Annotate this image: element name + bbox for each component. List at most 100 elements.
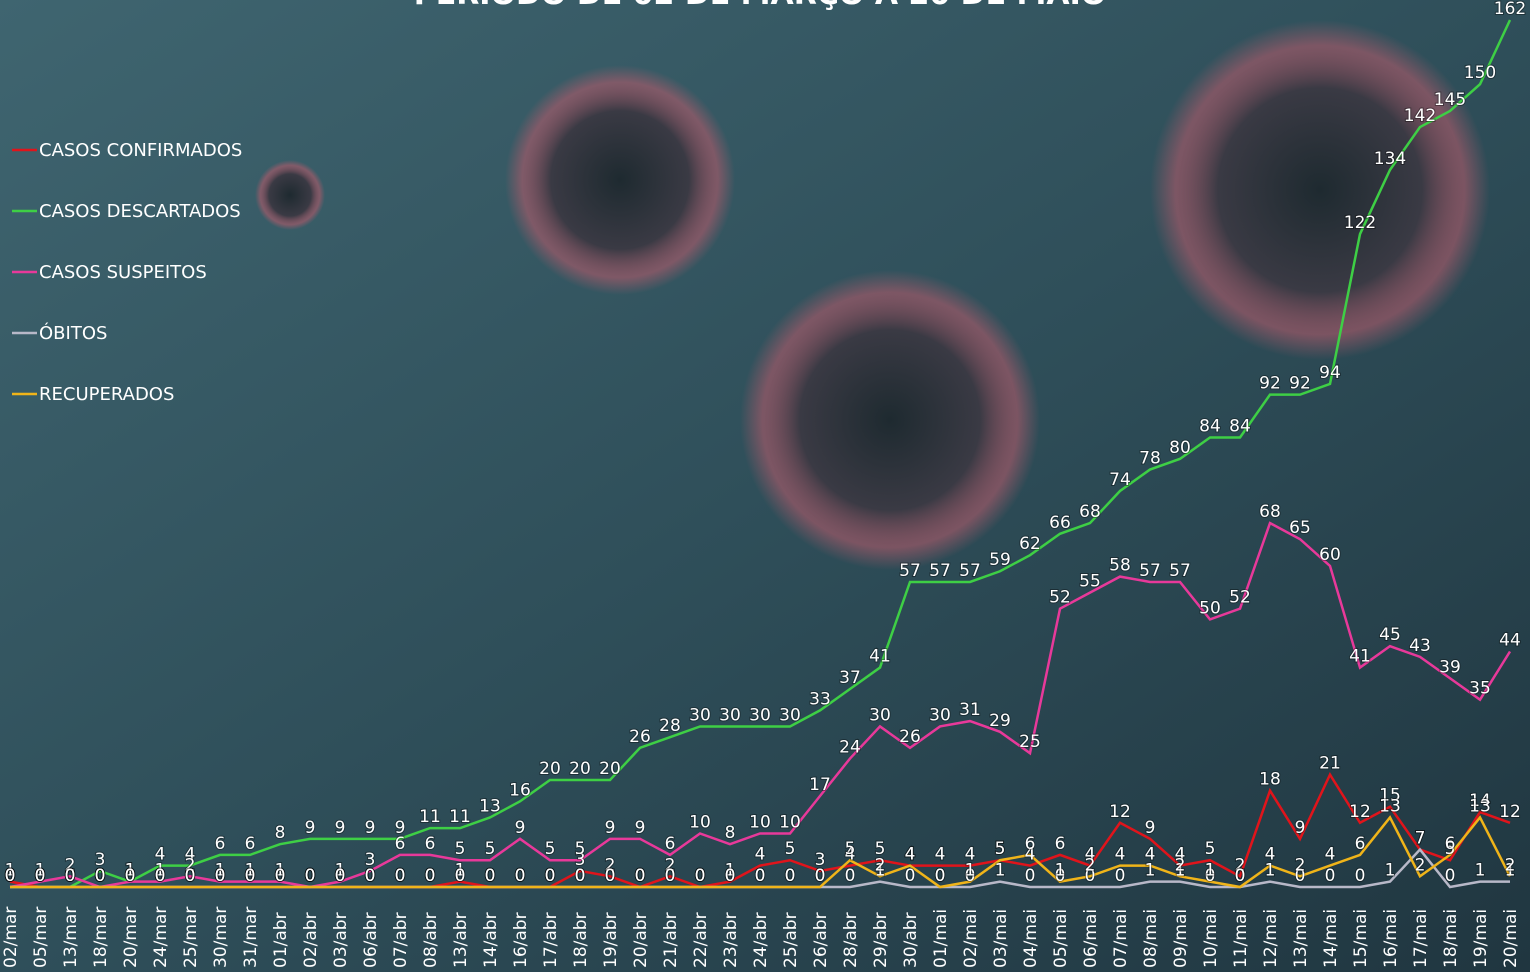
x-tick-label: 25/mar xyxy=(181,907,201,968)
data-label: 0 xyxy=(1025,866,1036,886)
data-label: 9 xyxy=(305,818,316,838)
data-label: 44 xyxy=(1499,631,1521,651)
data-label: 6 xyxy=(1355,834,1366,854)
data-label: 30 xyxy=(869,705,891,725)
decor xyxy=(505,65,735,295)
x-tick-label: 23/abr xyxy=(721,912,741,968)
data-label: 41 xyxy=(869,647,891,667)
data-label: 150 xyxy=(1464,63,1496,83)
data-label: 58 xyxy=(1109,556,1131,576)
data-label: 0 xyxy=(65,866,76,886)
data-label: 26 xyxy=(899,727,921,747)
x-tick-label: 18/mar xyxy=(91,907,111,968)
data-label: 28 xyxy=(659,716,681,736)
data-label: 6 xyxy=(245,834,256,854)
page: PERÍODO DE 02 DE MARÇO A 20 DE MAIO CASO… xyxy=(0,0,1530,972)
x-tick-label: 06/abr xyxy=(361,912,381,968)
data-label: 0 xyxy=(1325,866,1336,886)
data-label: 0 xyxy=(125,866,136,886)
data-label: 5 xyxy=(785,839,796,859)
data-label: 1 xyxy=(965,861,976,881)
data-label: 12 xyxy=(1109,802,1131,822)
data-label: 35 xyxy=(1469,679,1491,699)
data-label: 142 xyxy=(1404,106,1436,126)
x-tick-label: 01/abr xyxy=(271,912,291,968)
data-label: 0 xyxy=(275,866,286,886)
data-label: 94 xyxy=(1319,363,1341,383)
data-label: 13 xyxy=(479,796,501,816)
x-tick-label: 13/abr xyxy=(451,912,471,968)
data-label: 57 xyxy=(899,561,921,581)
x-tick-label: 26/abr xyxy=(811,912,831,968)
x-tick-label: 07/mai xyxy=(1111,909,1131,968)
data-label: 4 xyxy=(905,845,916,865)
x-tick-label: 12/mai xyxy=(1261,909,1281,968)
data-label: 30 xyxy=(749,705,771,725)
data-label: 39 xyxy=(1439,657,1461,677)
x-tick-label: 14/abr xyxy=(481,912,501,968)
data-label: 162 xyxy=(1494,0,1526,19)
data-label: 20 xyxy=(539,759,561,779)
data-label: 0 xyxy=(665,866,676,886)
decor xyxy=(740,270,1040,570)
data-label: 25 xyxy=(1019,732,1041,752)
x-tick-label: 08/abr xyxy=(421,912,441,968)
data-label: 0 xyxy=(605,866,616,886)
x-tick-label: 18/abr xyxy=(571,912,591,968)
data-label: 1 xyxy=(995,861,1006,881)
legend-label: RECUPERADOS xyxy=(39,384,174,405)
x-tick-label: 21/abr xyxy=(661,912,681,968)
data-label: 92 xyxy=(1289,374,1311,394)
data-label: 0 xyxy=(215,866,226,886)
data-label: 9 xyxy=(635,818,646,838)
data-label: 10 xyxy=(689,812,711,832)
data-label: 84 xyxy=(1229,416,1251,436)
data-label: 2 xyxy=(1175,855,1186,875)
data-label: 57 xyxy=(929,561,951,581)
data-label: 8 xyxy=(275,823,286,843)
data-label: 4 xyxy=(1325,845,1336,865)
data-label: 0 xyxy=(305,866,316,886)
x-tick-label: 15/mai xyxy=(1351,909,1371,968)
x-tick-label: 11/mai xyxy=(1231,909,1251,968)
x-tick-label: 18/mai xyxy=(1441,909,1461,968)
data-label: 31 xyxy=(959,700,981,720)
x-tick-label: 30/mar xyxy=(211,907,231,968)
data-label: 37 xyxy=(839,668,861,688)
data-label: 2 xyxy=(1505,855,1516,875)
data-label: 92 xyxy=(1259,374,1281,394)
data-label: 12 xyxy=(1349,802,1371,822)
data-label: 21 xyxy=(1319,754,1341,774)
data-label: 0 xyxy=(425,866,436,886)
data-label: 4 xyxy=(755,845,766,865)
data-label: 20 xyxy=(599,759,621,779)
chart-title: PERÍODO DE 02 DE MARÇO A 20 DE MAIO xyxy=(414,0,1107,12)
data-label: 57 xyxy=(959,561,981,581)
data-label: 68 xyxy=(1259,502,1281,522)
x-tick-label: 19/abr xyxy=(601,912,621,968)
data-label: 50 xyxy=(1199,598,1221,618)
data-label: 0 xyxy=(635,866,646,886)
x-tick-label: 20/mai xyxy=(1501,909,1521,968)
data-label: 0 xyxy=(5,866,16,886)
data-label: 6 xyxy=(1025,834,1036,854)
x-tick-label: 07/abr xyxy=(391,912,411,968)
data-label: 13 xyxy=(1469,796,1491,816)
data-label: 10 xyxy=(779,812,801,832)
data-label: 0 xyxy=(1115,866,1126,886)
data-label: 45 xyxy=(1379,625,1401,645)
data-label: 5 xyxy=(845,839,856,859)
data-label: 0 xyxy=(395,866,406,886)
data-label: 0 xyxy=(335,866,346,886)
x-tick-label: 19/mai xyxy=(1471,909,1491,968)
data-label: 24 xyxy=(839,738,861,758)
data-label: 60 xyxy=(1319,545,1341,565)
data-label: 16 xyxy=(509,780,531,800)
data-label: 0 xyxy=(245,866,256,886)
data-label: 0 xyxy=(935,866,946,886)
x-tick-label: 02/abr xyxy=(301,912,321,968)
x-tick-label: 16/mai xyxy=(1381,909,1401,968)
data-label: 0 xyxy=(545,866,556,886)
x-tick-label: 01/mai xyxy=(931,909,951,968)
data-label: 29 xyxy=(989,711,1011,731)
